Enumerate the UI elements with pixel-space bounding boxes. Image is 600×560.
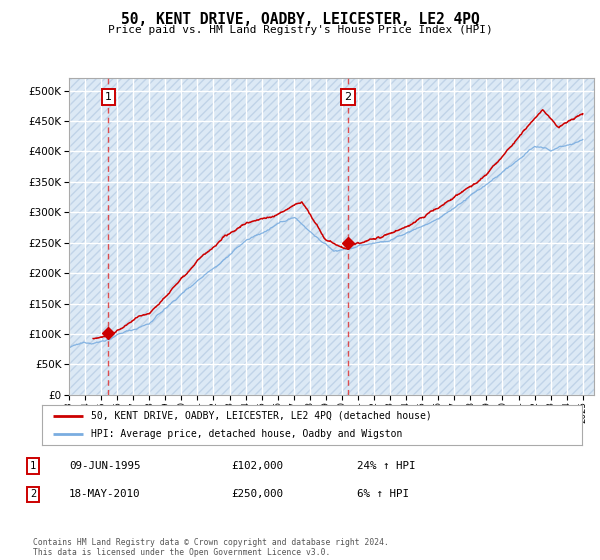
Text: 50, KENT DRIVE, OADBY, LEICESTER, LE2 4PQ: 50, KENT DRIVE, OADBY, LEICESTER, LE2 4P… xyxy=(121,12,479,27)
Text: Contains HM Land Registry data © Crown copyright and database right 2024.
This d: Contains HM Land Registry data © Crown c… xyxy=(33,538,389,557)
Text: 6% ↑ HPI: 6% ↑ HPI xyxy=(357,489,409,500)
Text: 2: 2 xyxy=(344,92,352,102)
Text: 1: 1 xyxy=(104,92,112,102)
Text: 50, KENT DRIVE, OADBY, LEICESTER, LE2 4PQ (detached house): 50, KENT DRIVE, OADBY, LEICESTER, LE2 4P… xyxy=(91,411,431,421)
Text: 2: 2 xyxy=(30,489,36,500)
Text: HPI: Average price, detached house, Oadby and Wigston: HPI: Average price, detached house, Oadb… xyxy=(91,430,402,439)
Text: 1: 1 xyxy=(30,461,36,471)
Text: Price paid vs. HM Land Registry's House Price Index (HPI): Price paid vs. HM Land Registry's House … xyxy=(107,25,493,35)
Text: 09-JUN-1995: 09-JUN-1995 xyxy=(69,461,140,471)
Text: 18-MAY-2010: 18-MAY-2010 xyxy=(69,489,140,500)
Text: £102,000: £102,000 xyxy=(231,461,283,471)
Text: £250,000: £250,000 xyxy=(231,489,283,500)
Text: 24% ↑ HPI: 24% ↑ HPI xyxy=(357,461,415,471)
